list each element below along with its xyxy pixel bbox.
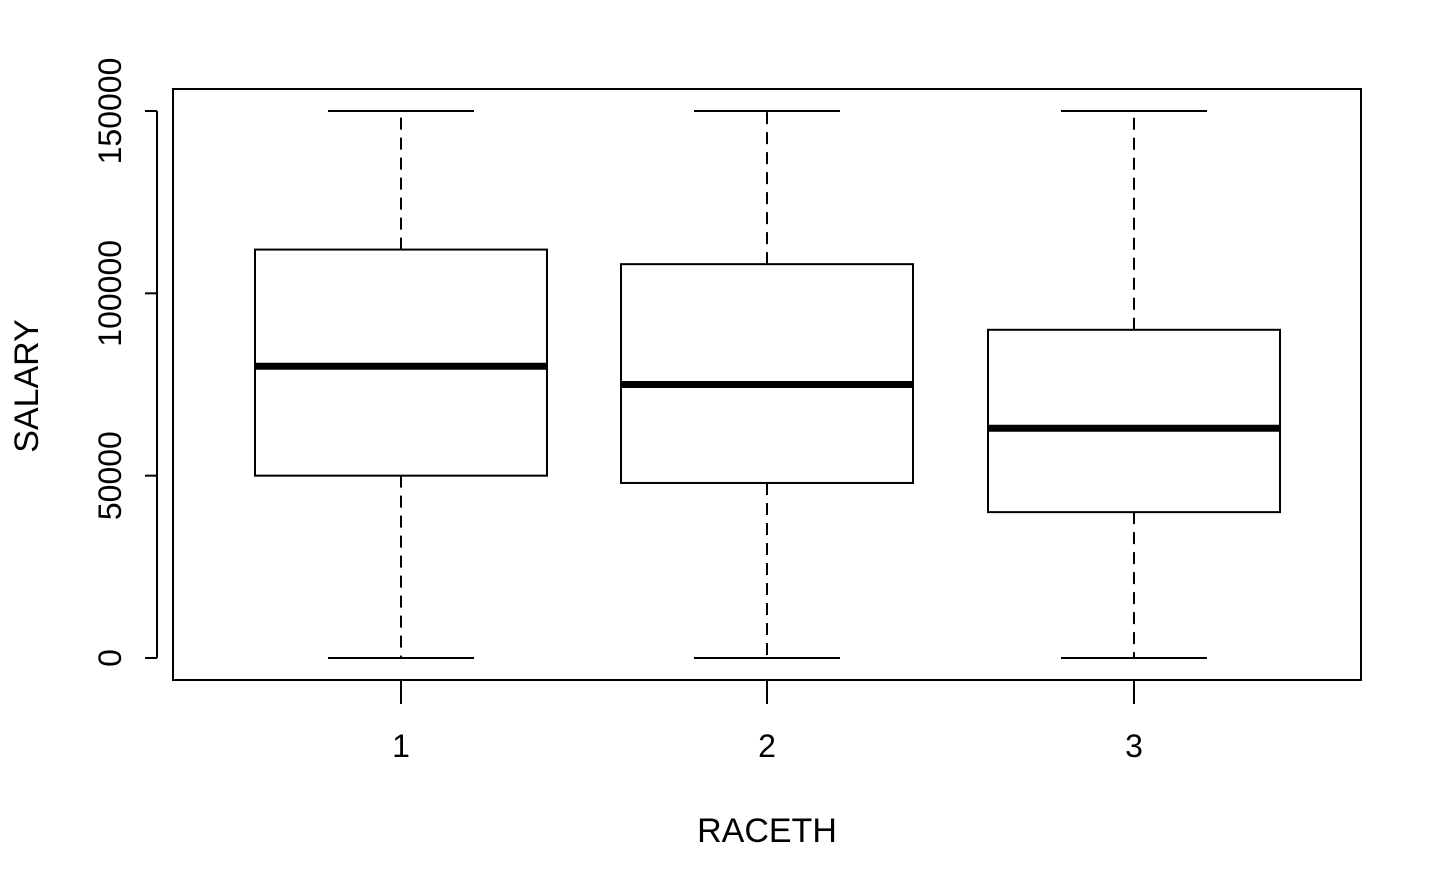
x-axis-label: RACETH	[697, 812, 837, 850]
box-group-1	[254, 110, 548, 659]
y-axis: 0 50000 100000 150000	[92, 58, 158, 667]
y-tick-label: 0	[92, 649, 128, 667]
y-axis-label: SALARY	[8, 319, 46, 453]
y-tick-label: 150000	[92, 58, 128, 165]
x-axis: 1 2 3	[392, 680, 1143, 764]
iqr-box	[620, 263, 914, 484]
iqr-box	[254, 248, 548, 477]
box-group-3	[987, 110, 1281, 659]
box-group-2	[620, 110, 914, 659]
y-tick-label: 50000	[92, 431, 128, 520]
boxes-group	[254, 110, 1281, 659]
x-tick-label: 1	[392, 728, 410, 764]
x-tick-label: 2	[758, 728, 776, 764]
x-tick-label: 3	[1125, 728, 1143, 764]
iqr-box	[987, 328, 1281, 514]
y-tick-label: 100000	[92, 240, 128, 347]
